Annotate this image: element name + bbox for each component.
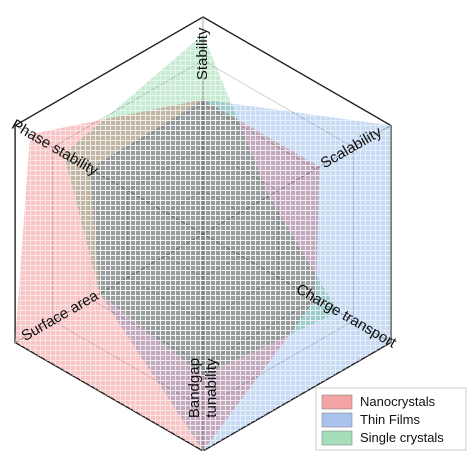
- axis-label-stability: Stability: [194, 27, 211, 80]
- legend: Nanocrystals Thin Films Single crystals: [315, 387, 467, 451]
- legend-swatch-thin-films: [321, 412, 353, 428]
- legend-label-single-crystals: Single crystals: [360, 430, 444, 445]
- texture-overlay: [15, 34, 391, 451]
- legend-swatch-single-crystals: [321, 430, 353, 446]
- legend-label-thin-films: Thin Films: [360, 412, 420, 427]
- axis-label-bandgap-tunability: Bandgaptunability: [186, 358, 220, 418]
- legend-label-nanocrystals: Nanocrystals: [360, 394, 436, 409]
- legend-swatch-nanocrystals: [321, 394, 353, 410]
- series-texture-single-crystals: [63, 34, 339, 376]
